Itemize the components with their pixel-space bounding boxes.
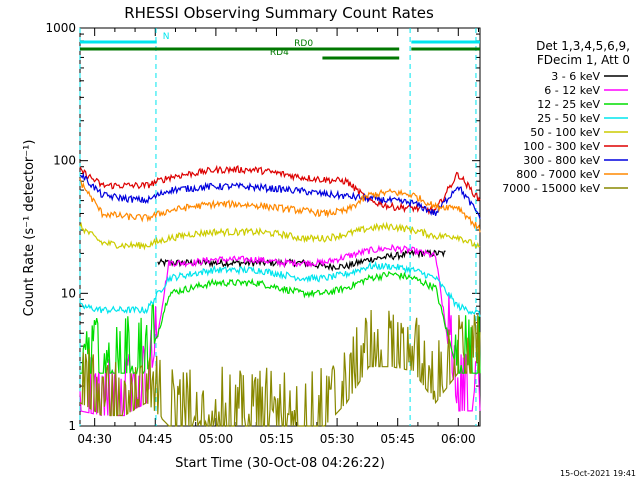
- series-line-12-25-kev: [80, 270, 481, 375]
- timestamp: 15-Oct-2021 19:41: [560, 469, 636, 478]
- legend-label: 25 - 50 keV: [537, 112, 600, 125]
- legend-label: 7000 - 15000 keV: [502, 182, 600, 195]
- legend-label: 50 - 100 keV: [530, 126, 600, 139]
- series-lines: [79, 164, 481, 427]
- y-axis-label: Count Rate (s⁻¹ detector⁻¹): [22, 140, 37, 317]
- legend-label: 300 - 800 keV: [523, 154, 600, 167]
- legend-row: 3 - 6 keV: [551, 70, 628, 83]
- series-line-100-300-kev: [79, 164, 481, 216]
- legend-row: 6 - 12 keV: [544, 84, 628, 97]
- chart-title: RHESSI Observing Summary Count Rates: [124, 4, 434, 22]
- legend-label: 12 - 25 keV: [537, 98, 600, 111]
- x-tick-label: 04:30: [77, 432, 112, 446]
- y-tick-label: 100: [53, 154, 76, 168]
- x-tick-label: 04:45: [138, 432, 173, 446]
- legend: Det 1,3,4,5,6,9, FDecim 1, Att 0 3 - 6 k…: [502, 39, 630, 195]
- x-tick-label: 05:00: [199, 432, 234, 446]
- series-line-300-800-kev: [79, 172, 481, 219]
- legend-row: 12 - 25 keV: [537, 98, 628, 111]
- plot-area: 1 10 100 1000 04:30 04:45 05:00 05:15 05:30 05:4…: [45, 21, 481, 446]
- y-axis: 1 10 100 1000: [45, 21, 480, 433]
- legend-label: 6 - 12 keV: [544, 84, 600, 97]
- legend-detector-header: Det 1,3,4,5,6,9,: [536, 39, 630, 53]
- legend-label: 100 - 300 keV: [523, 140, 600, 153]
- flag-label-n: N: [163, 32, 170, 42]
- series-line-25-50-kev: [79, 260, 481, 317]
- series-line-3-6-kev: [157, 248, 446, 272]
- series-line-50-100-kev: [79, 221, 481, 251]
- y-tick-label: 10: [61, 286, 76, 300]
- y-tick-label: 1000: [45, 21, 76, 35]
- legend-row: 800 - 7000 keV: [516, 168, 628, 181]
- x-tick-label: 05:30: [320, 432, 355, 446]
- legend-label: 3 - 6 keV: [551, 70, 600, 83]
- flag-label-rd0: RD0: [294, 39, 313, 49]
- x-tick-label: 05:15: [259, 432, 294, 446]
- legend-row: 100 - 300 keV: [523, 140, 628, 153]
- legend-row: 25 - 50 keV: [537, 112, 628, 125]
- legend-row: 50 - 100 keV: [530, 126, 628, 139]
- flag-label-rd4: RD4: [270, 48, 289, 58]
- x-tick-label: 06:00: [441, 432, 476, 446]
- x-axis-label: Start Time (30-Oct-08 04:26:22): [175, 456, 385, 471]
- series-line-6-12-kev: [79, 243, 481, 417]
- series-line-7000-15000-kev: [79, 309, 481, 427]
- legend-label: 800 - 7000 keV: [516, 168, 600, 181]
- legend-fdecim-header: FDecim 1, Att 0: [537, 53, 630, 67]
- flag-bars: N RD0 RD4: [80, 32, 480, 60]
- y-tick-label: 1: [68, 419, 76, 433]
- legend-row: 300 - 800 keV: [523, 154, 628, 167]
- x-axis: 04:30 04:45 05:00 05:15 05:30 05:45 06:00: [77, 28, 480, 446]
- legend-row: 7000 - 15000 keV: [502, 182, 628, 195]
- series-line-800-7000-kev: [79, 178, 481, 233]
- x-tick-label: 05:45: [380, 432, 415, 446]
